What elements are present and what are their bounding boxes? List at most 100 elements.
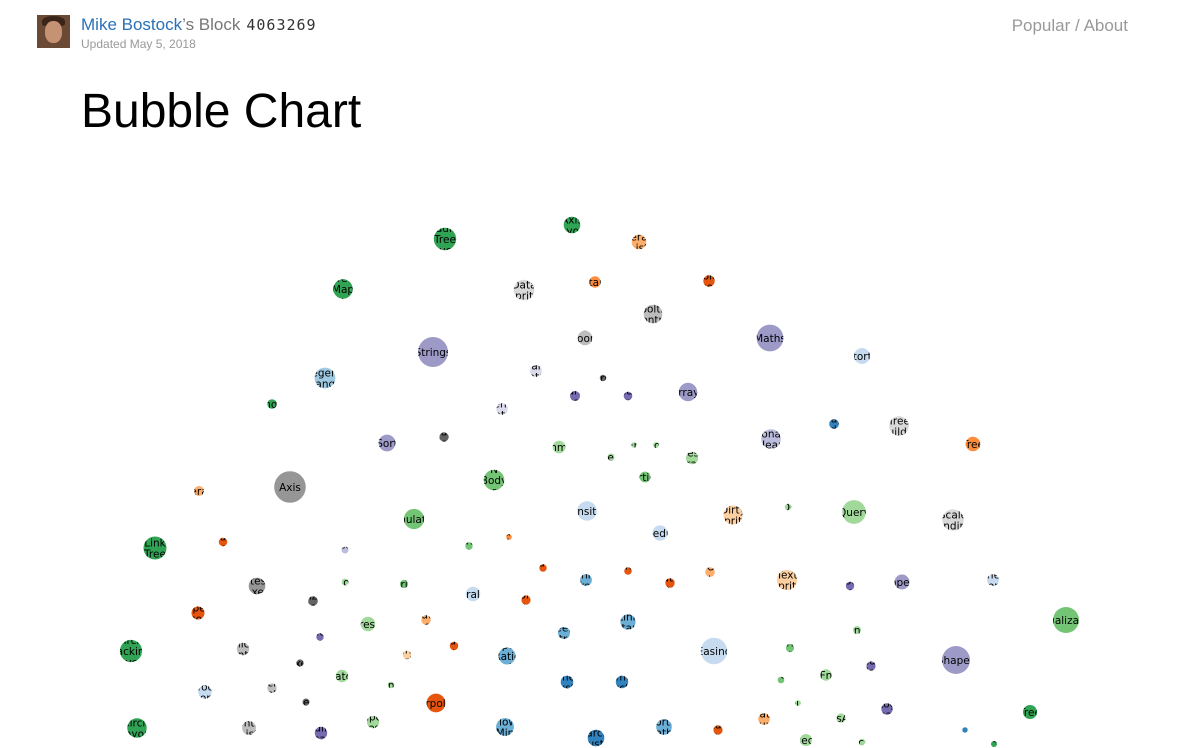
bubble-spring[interactable]: Spring	[387, 579, 421, 591]
author-link[interactable]: Mike Bostock	[81, 15, 183, 34]
bubble-stacked[interactable]: Stacked	[841, 737, 883, 748]
author-avatar[interactable]	[37, 15, 70, 48]
bubble-match[interactable]: Match	[326, 669, 358, 683]
bubble-spanning-tree[interactable]: Spanning Tree	[561, 570, 610, 593]
bubble-json-converter[interactable]: JSON Converter	[684, 562, 737, 585]
popular-link[interactable]: Popular	[1011, 16, 1071, 35]
bubble-scale-type[interactable]: Scale Type	[614, 386, 642, 409]
bubble-expression[interactable]: Expression	[340, 616, 397, 632]
bubble-isa[interactable]: IsA	[833, 713, 850, 725]
bubble-number-interpolator[interactable]: Number Interpolator	[597, 561, 660, 584]
bubble-heap-node[interactable]: Heap Node	[331, 540, 359, 563]
bubble-linear-scale[interactable]: Linear Scale	[304, 627, 337, 650]
bubble-graph-distance-filter[interactable]: Graph Distance Filter	[572, 266, 618, 300]
bubble-data-schema[interactable]: Data Schema	[405, 610, 447, 633]
bubble-particle[interactable]: Particle	[626, 471, 665, 484]
bubble-visualization[interactable]: Visualization	[1033, 607, 1099, 633]
bubble-axes[interactable]: Axes	[287, 658, 312, 670]
bubble-link-distance[interactable]: Link Distance	[605, 612, 651, 635]
bubble-legend-range[interactable]: Legend Range	[306, 367, 345, 391]
bubble-arrays[interactable]: Arrays	[671, 382, 705, 402]
bubble-query[interactable]: Query	[838, 500, 870, 524]
bubble-ordinal-scale[interactable]: Ordinal Scale	[302, 723, 340, 746]
bubble-icicle-tree-layout[interactable]: Icicle Tree Layout	[1012, 696, 1048, 730]
bubble-transition[interactable]: Transition	[561, 501, 613, 521]
bubble-expression-iterator[interactable]: Expression Iterator	[664, 448, 721, 471]
bubble-hierarchical-cluster[interactable]: Hierarchical Cluster	[565, 728, 628, 748]
bubble-color-interpolator[interactable]: Color Interpolator	[495, 590, 558, 613]
bubble-pan-zoom-control[interactable]: Pan Zoom Control	[566, 322, 604, 356]
bubble-sparse-matrix[interactable]: Sparse Matrix	[518, 361, 554, 384]
bubble-tree-builder[interactable]: Tree Builder	[880, 416, 918, 439]
bubble-operator-list[interactable]: Operator List	[616, 232, 664, 255]
bubble-rect[interactable]: Rect	[794, 734, 817, 747]
bubble-axis-layout[interactable]: Axis Layout	[554, 215, 590, 238]
bubble-simulation[interactable]: Simulation	[386, 508, 442, 530]
bubble-arrow-type[interactable]: Arrow Type	[950, 720, 981, 743]
bubble-root-scale[interactable]: Root Scale	[836, 576, 864, 599]
bubble-data-sprite[interactable]: Data Sprite	[508, 279, 539, 303]
bubble-palette[interactable]: Palette	[288, 697, 324, 709]
bubble-random-layout[interactable]: RandomLayout	[972, 734, 1015, 748]
bubble-dense-matrix[interactable]: Dense Matrix	[485, 399, 518, 422]
bubble-gravity-force[interactable]: Gravity Force	[450, 536, 488, 559]
bubble-betweenness-centrality[interactable]: Betweenness Centrality	[529, 623, 599, 646]
bubble-tooltip-control[interactable]: Tooltip Control	[634, 304, 672, 327]
bubble-scheduler[interactable]: Scheduler	[634, 525, 687, 541]
bubble-quantile-scale[interactable]: Quantile Scale	[553, 386, 597, 409]
bubble-sort[interactable]: Sort	[376, 434, 398, 452]
bubble-literal[interactable]: Literal	[594, 452, 627, 464]
bubble-cartesian-axes[interactable]: Cartesian Axes	[232, 576, 282, 599]
bubble-data-table[interactable]: Data Table	[494, 527, 522, 550]
bubble-parallel[interactable]: Parallel	[454, 586, 492, 602]
bubble-circle-packing-layout[interactable]: Circle Packing Layout	[111, 635, 151, 669]
bubble-node-link-tree-layout[interactable]: Node Link Tree Layout	[137, 527, 173, 572]
bubble-operator[interactable]: Operator	[176, 486, 224, 498]
bubble-date-interpolator[interactable]: Date Interpolator	[512, 558, 575, 581]
bubble-scale-map[interactable]: Scale Map	[857, 656, 885, 679]
bubble-range[interactable]: Range	[840, 625, 873, 637]
bubble-rectangle-interpolator[interactable]: Rectangle Interpolator	[687, 720, 750, 743]
bubble-xor[interactable]: Xor	[336, 577, 355, 589]
bubble-shape-encoder[interactable]: Shape Encoder	[202, 532, 246, 555]
bubble-radial-tree-layout[interactable]: Radial Tree Layout	[427, 223, 463, 257]
bubble-text-sprite[interactable]: Text Sprite	[771, 569, 802, 593]
bubble-max-flow-min-cut[interactable]: Max Flow Min Cut	[493, 706, 517, 748]
bubble-easing[interactable]: Easing	[697, 637, 732, 665]
bubble-fibonacci-heap[interactable]: Fibonacci Heap	[747, 429, 796, 452]
bubble-bifocal-distortion[interactable]: Bifocal Distortion	[179, 682, 230, 705]
bubble-fisheye-distortion[interactable]: Fisheye Distortion	[967, 570, 1018, 593]
bubble-fisheye-tree-filter[interactable]: Fisheye Tree Filter	[953, 428, 992, 462]
bubble-fn[interactable]: Fn	[820, 669, 833, 682]
bubble-drag-force[interactable]: Drag Force	[767, 670, 795, 693]
bubble-tree-map-layout[interactable]: Tree Map Layout	[325, 273, 361, 307]
bubble-matrix-interpolator[interactable]: Matrix Interpolator	[639, 573, 702, 596]
bubble-axis[interactable]: Axis	[274, 471, 306, 503]
bubble-and[interactable]: And	[381, 680, 402, 692]
bubble-property[interactable]: Property	[880, 574, 924, 590]
bubble-shape-palette[interactable]: Shape Palette	[426, 427, 462, 450]
bubble-distortion[interactable]: Distortion	[836, 348, 887, 364]
bubble-community-structure[interactable]: Community Structure	[592, 672, 653, 695]
bubble-shape-renderer[interactable]: Shape Renderer	[810, 414, 859, 437]
bubble-shapes[interactable]: Shapes	[937, 646, 975, 674]
bubble-or[interactable]: Or	[782, 502, 795, 514]
bubble-shortest-paths[interactable]: Shortest Paths	[642, 717, 686, 740]
bubble-grid[interactable]: Grid	[592, 373, 614, 385]
bubble-property-encoder[interactable]: Property Encoder	[176, 603, 220, 626]
bubble-maths[interactable]: Maths	[754, 324, 786, 352]
bubble-scale-binding[interactable]: Scale Binding	[933, 509, 973, 532]
bubble-log-scale[interactable]: Log Scale	[873, 699, 901, 722]
bubble-size-palette[interactable]: Size Palette	[295, 591, 331, 614]
bubble-fn[interactable]: Fn	[628, 440, 641, 452]
bubble-data-converter[interactable]: Data Converter	[428, 636, 481, 659]
bubble-count[interactable]: Count	[782, 698, 813, 710]
bubble-line-sprite[interactable]: Line Sprite	[391, 645, 422, 668]
bubble-dirty-sprite[interactable]: Dirty Sprite	[717, 505, 748, 528]
bubble-spring-force[interactable]: Spring Force	[773, 638, 807, 661]
bubble-color-encoder[interactable]: Color Encoder	[688, 271, 732, 294]
bubble-arithmetic[interactable]: Arithmetic	[532, 440, 587, 454]
bubble-control-list[interactable]: Control List	[230, 718, 268, 741]
bubble-mod[interactable]: Mod	[645, 440, 667, 452]
bubble-composite-expression[interactable]: Composite Expression	[345, 712, 402, 735]
